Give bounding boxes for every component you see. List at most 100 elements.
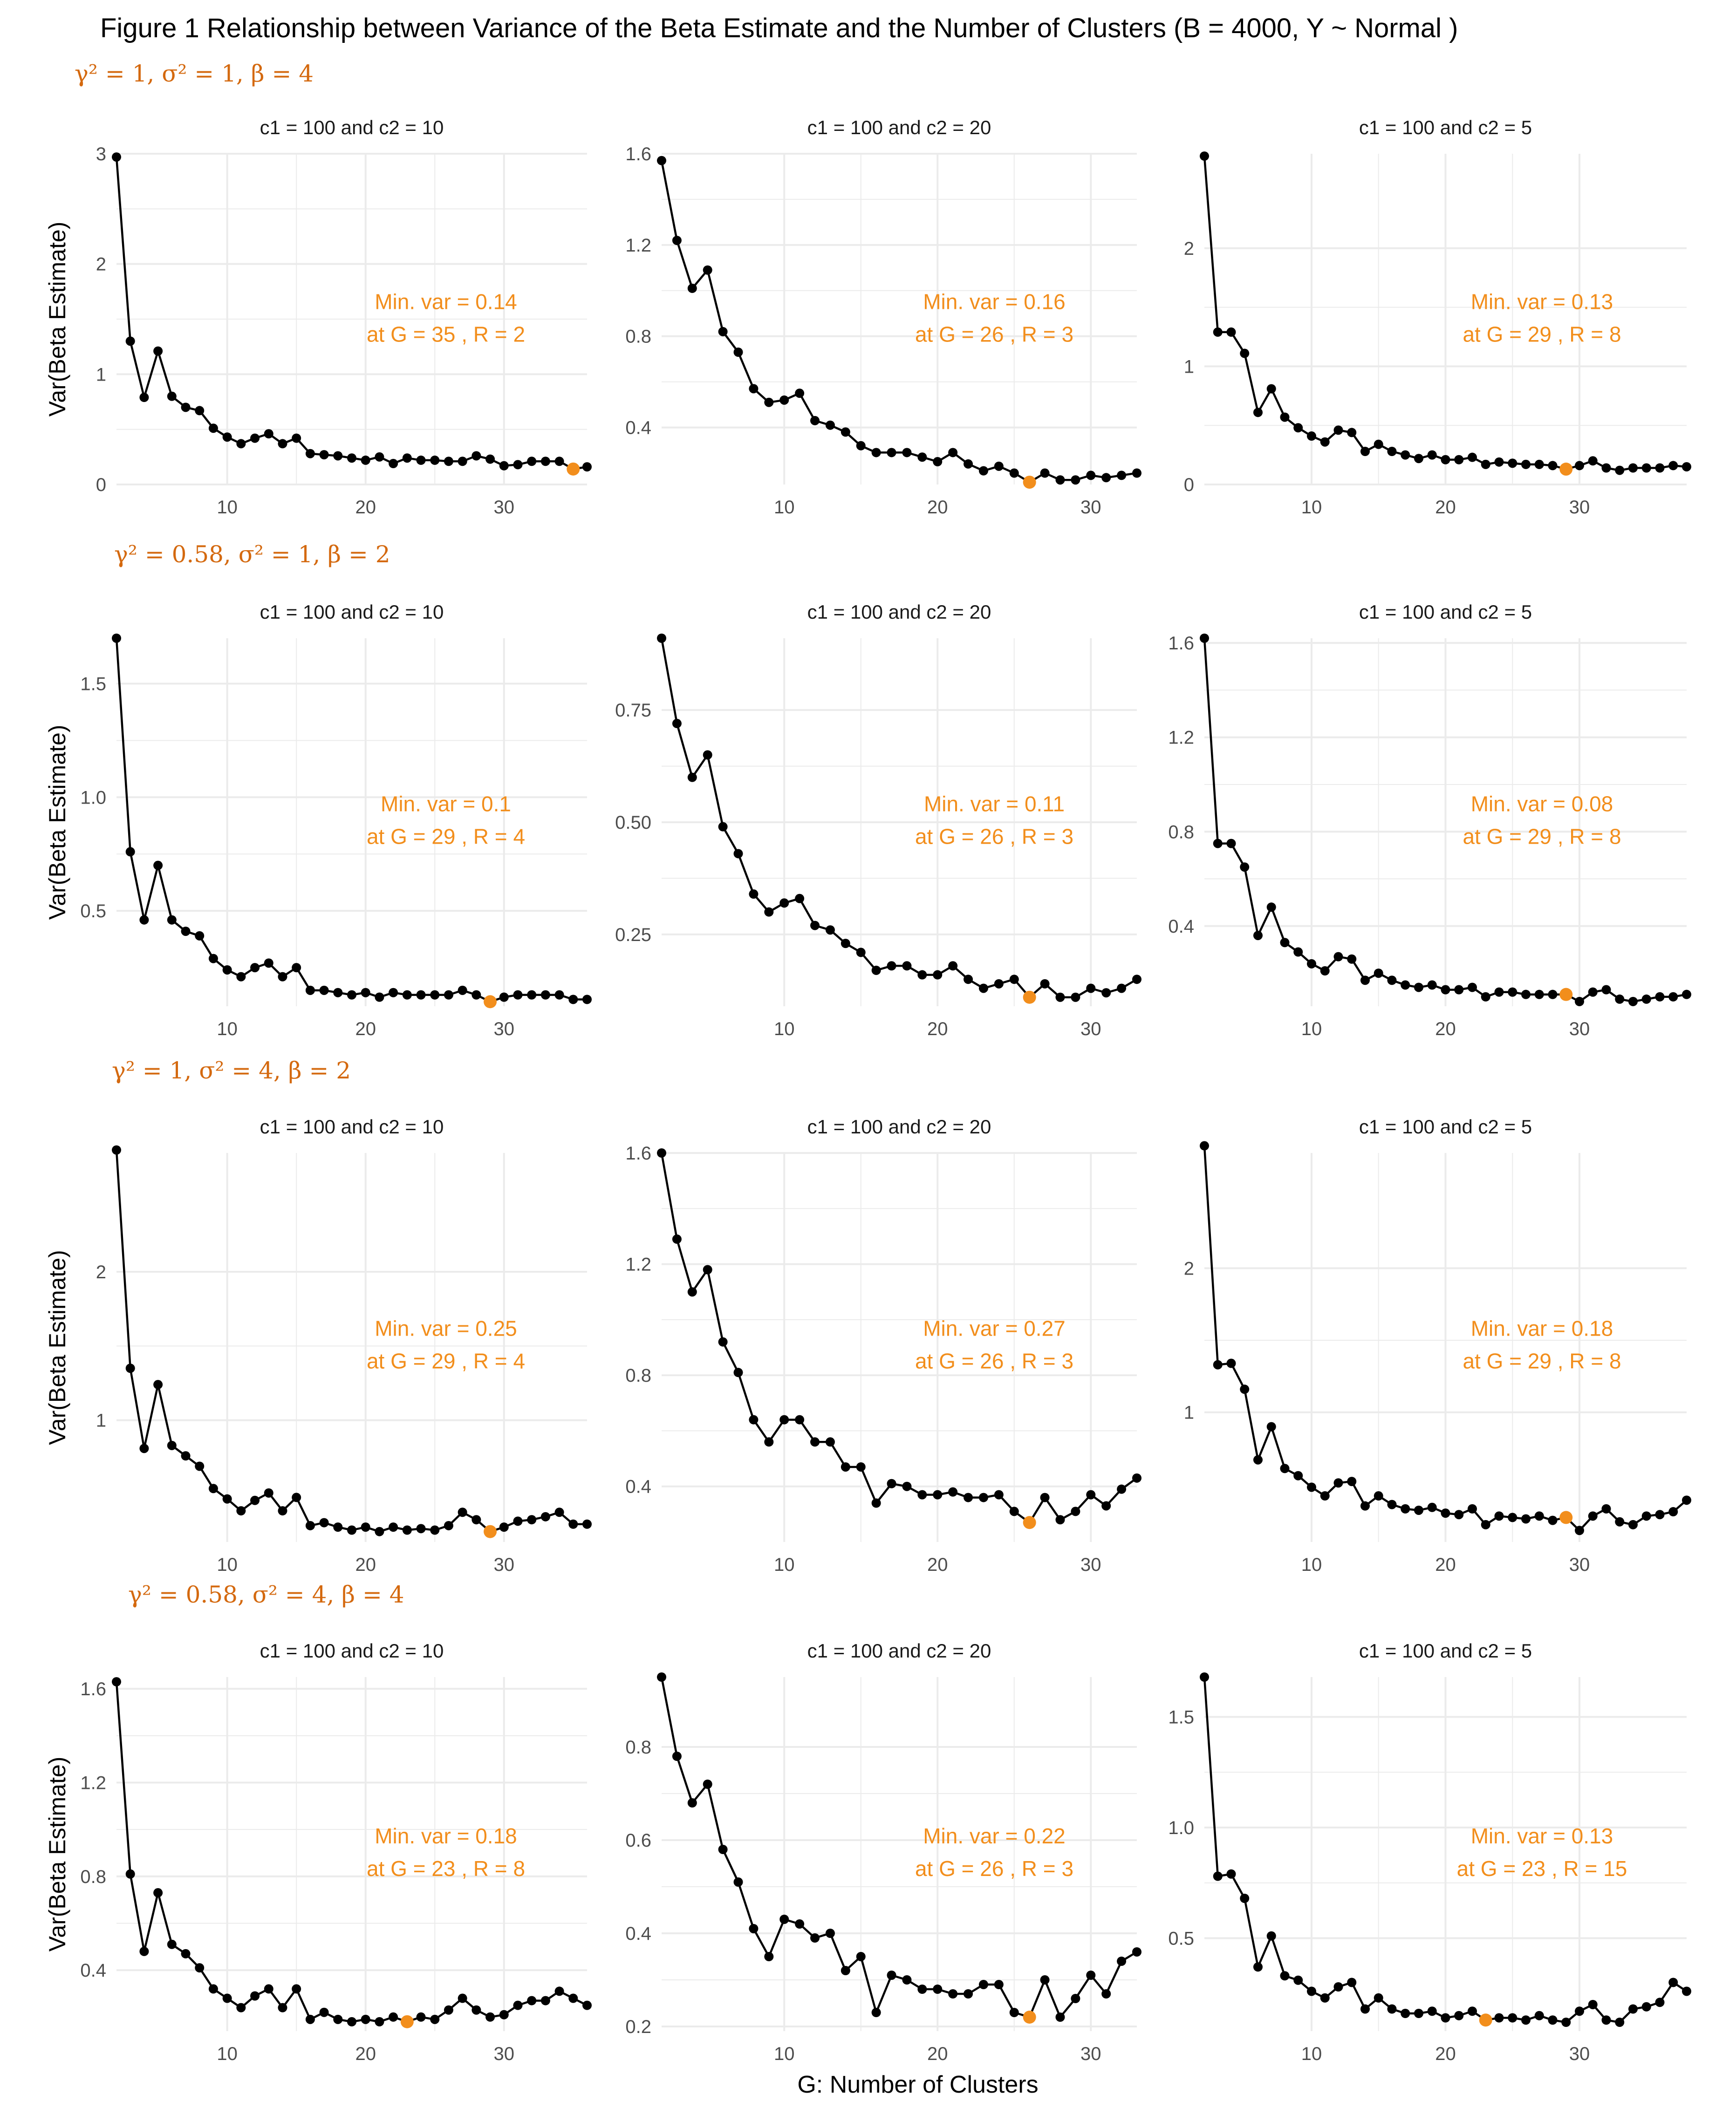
chart-4-point-13	[856, 948, 866, 957]
chart-8-point-16	[1414, 1505, 1423, 1515]
chart-2-y-tick-label-1: 1	[1184, 356, 1194, 377]
chart-5-point-10	[1333, 952, 1343, 962]
chart-4-point-3	[703, 750, 712, 760]
chart-1-point-27	[1071, 475, 1080, 485]
chart-0-point-12	[278, 439, 287, 449]
chart-11-point-20	[1468, 2006, 1477, 2016]
chart-3-min-point	[484, 995, 497, 1009]
chart-7-point-14	[871, 1498, 881, 1508]
chart-4-point-15	[887, 961, 896, 971]
chart-3-point-34	[582, 995, 592, 1004]
chart-4-point-23	[1009, 975, 1019, 984]
chart-2-x-tick-label-2: 30	[1569, 497, 1590, 518]
chart-5-point-14	[1387, 975, 1397, 985]
chart-4-point-31	[1132, 975, 1141, 984]
chart-1-point-19	[948, 448, 958, 457]
chart-2-point-31	[1615, 465, 1625, 475]
chart-5-point-20	[1468, 982, 1477, 992]
chart-4-point-20	[964, 975, 973, 984]
chart-1-y-tick-label-1: 0.8	[625, 327, 651, 347]
chart-2-point-0	[1200, 151, 1209, 161]
chart-9-point-17	[347, 2017, 356, 2026]
chart-9-point-16	[333, 2014, 343, 2024]
chart-6-x-tick-label-2: 30	[494, 1555, 515, 1575]
chart-6-x-tick-label-1: 20	[355, 1555, 376, 1575]
chart-9-point-0	[112, 1677, 121, 1687]
chart-5-x-tick-label-2: 30	[1569, 1019, 1590, 1039]
chart-11-point-26	[1548, 2015, 1558, 2025]
chart-11-x-tick-label-1: 20	[1435, 2044, 1456, 2064]
chart-2-point-24	[1521, 459, 1531, 469]
chart-6-point-14	[305, 1521, 315, 1530]
chart-1-point-2	[687, 283, 697, 293]
chart-10-point-15	[887, 1971, 896, 1980]
chart-1-point-11	[825, 420, 835, 430]
chart-5-point-31	[1615, 994, 1625, 1004]
chart-7-point-30	[1117, 1484, 1127, 1494]
chart-0-point-17	[347, 453, 356, 463]
chart-11-y-tick-label-0: 0.5	[1168, 1929, 1194, 1949]
chart-0-point-23	[430, 455, 440, 465]
chart-10-y-tick-label-0: 0.2	[625, 2017, 651, 2037]
chart-6-point-18	[361, 1522, 370, 1532]
chart-5-point-36	[1682, 989, 1691, 999]
chart-7-point-1	[672, 1234, 682, 1244]
chart-11-point-11	[1347, 1978, 1357, 1987]
chart-7-point-19	[948, 1487, 958, 1497]
chart-0-y-tick-label-0: 0	[96, 475, 106, 495]
chart-0-point-32	[554, 457, 564, 466]
chart-6-point-20	[389, 1522, 398, 1532]
chart-8-point-25	[1534, 1511, 1544, 1521]
chart-3-point-8	[222, 965, 232, 975]
chart-4-point-0	[657, 634, 666, 643]
chart-6-point-2	[139, 1444, 149, 1453]
chart-8-y-tick-label-1: 2	[1184, 1258, 1194, 1279]
chart-1-point-28	[1086, 471, 1096, 480]
chart-2-point-18	[1441, 455, 1450, 464]
chart-9-y-tick-label-3: 1.6	[80, 1679, 106, 1699]
chart-3-x-tick-label-1: 20	[355, 1019, 376, 1039]
chart-1-point-10	[810, 416, 820, 425]
chart-7-point-5	[733, 1368, 743, 1378]
chart-1-panel: 10 20 30 0.4 0.8 1.2 1.6 c1 = 100 and c2 = 20 Mi…	[625, 116, 1141, 518]
chart-4-point-25	[1040, 979, 1050, 989]
chart-7-point-2	[687, 1287, 697, 1297]
chart-4-point-28	[1086, 983, 1096, 993]
chart-8-point-13	[1374, 1491, 1383, 1501]
chart-3-point-18	[361, 988, 370, 997]
chart-2-y-tick-label-2: 2	[1184, 239, 1194, 259]
chart-8-point-4	[1253, 1455, 1263, 1465]
chart-11-point-6	[1280, 1971, 1290, 1981]
chart-10-y-tick-label-3: 0.8	[625, 1737, 651, 1758]
chart-0-point-9	[236, 439, 246, 449]
chart-7-point-17	[917, 1490, 927, 1500]
chart-1-y-tick-label-3: 1.6	[625, 144, 651, 164]
chart-6-point-34	[582, 1519, 592, 1529]
chart-2-point-11	[1347, 428, 1357, 437]
chart-11-point-0	[1200, 1672, 1209, 1682]
chart-2-point-33	[1641, 463, 1651, 473]
chart-2-min-point	[1559, 463, 1573, 476]
chart-4-point-2	[687, 772, 697, 782]
chart-0-point-20	[389, 459, 398, 469]
chart-2-point-3	[1240, 348, 1250, 358]
chart-6-point-6	[195, 1461, 205, 1471]
chart-2-annotation-line-1: at G = 29 , R = 8	[1463, 322, 1621, 347]
chart-0-point-26	[472, 451, 481, 461]
chart-2-point-19	[1454, 455, 1464, 464]
chart-8-point-9	[1320, 1491, 1330, 1501]
chart-3-title: c1 = 100 and c2 = 10	[260, 601, 444, 623]
chart-6-point-3	[153, 1380, 163, 1390]
chart-3-y-tick-label-0: 0.5	[80, 901, 106, 921]
chart-7-point-9	[795, 1415, 805, 1425]
chart-6-point-30	[527, 1515, 537, 1525]
chart-4-point-8	[779, 898, 789, 908]
chart-8-annotation-line-1: at G = 29 , R = 8	[1463, 1349, 1621, 1373]
chart-6-y-tick-label-0: 1	[96, 1411, 106, 1431]
chart-8-point-6	[1280, 1464, 1290, 1473]
chart-8-point-0	[1200, 1141, 1209, 1151]
chart-8-min-point	[1559, 1511, 1573, 1524]
chart-9-point-28	[499, 2010, 509, 2019]
